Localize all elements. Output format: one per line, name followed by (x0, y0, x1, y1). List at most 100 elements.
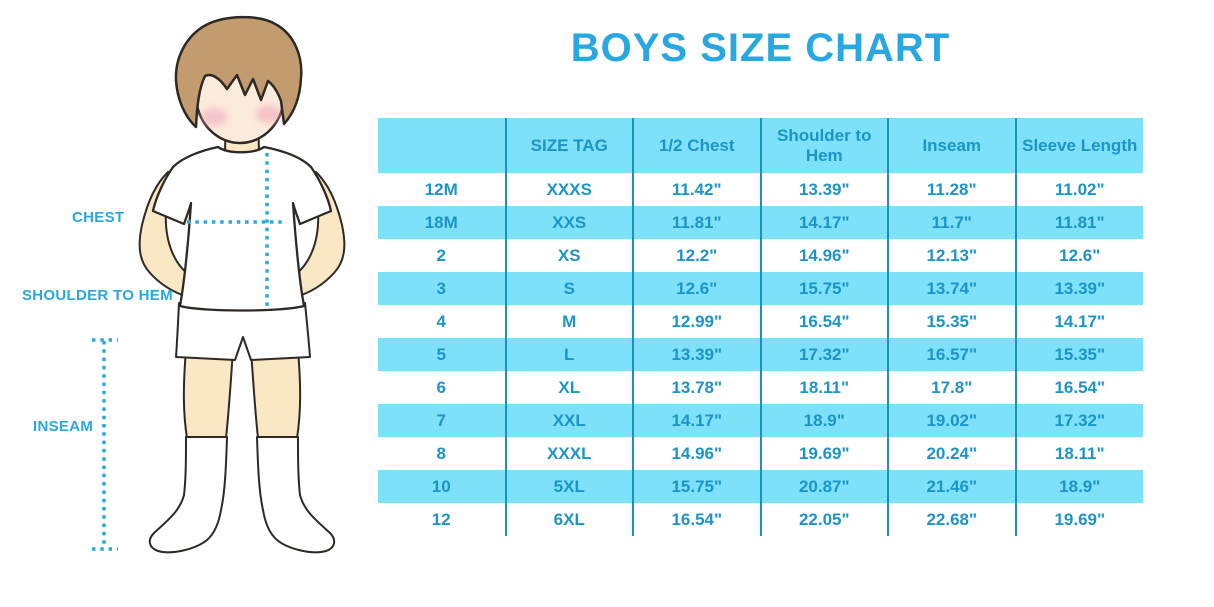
value-cell: 13.39" (632, 338, 761, 371)
boy-figure-drawing (92, 15, 346, 554)
table-row: 3 S 12.6" 15.75" 13.74" 13.39" (378, 272, 1143, 305)
value-cell: 12.6" (1014, 239, 1143, 272)
table-row: 5 L 13.39" 17.32" 16.57" 15.35" (378, 338, 1143, 371)
size-chart-table: SIZE TAG 1/2 Chest Shoulder to Hem Insea… (378, 118, 1143, 536)
value-cell: 11.42" (632, 173, 761, 206)
value-cell: 19.02" (887, 404, 1016, 437)
value-cell: 17.32" (759, 338, 888, 371)
inseam-label: INSEAM (33, 418, 94, 435)
shoulder-to-hem-label: SHOULDER TO HEM (22, 287, 173, 304)
size-cell: 10 (378, 470, 506, 503)
value-cell: 11.28" (887, 173, 1016, 206)
value-cell: 11.81" (632, 206, 761, 239)
value-cell: 17.32" (1014, 404, 1143, 437)
value-cell: 11.02" (1014, 173, 1143, 206)
value-cell: L (504, 338, 633, 371)
value-cell: XS (504, 239, 633, 272)
boy-blush-right (256, 105, 282, 123)
value-cell: 17.8" (887, 371, 1016, 404)
value-cell: 14.17" (632, 404, 761, 437)
size-cell: 5 (378, 338, 506, 371)
value-cell: 22.05" (759, 503, 888, 536)
size-cell: 12 (378, 503, 506, 536)
table-row: 18M XXS 11.81" 14.17" 11.7" 11.81" (378, 206, 1143, 239)
value-cell: 19.69" (759, 437, 888, 470)
value-cell: 18.11" (1014, 437, 1143, 470)
column-header-size (378, 118, 506, 173)
value-cell: 14.96" (632, 437, 761, 470)
size-cell: 8 (378, 437, 506, 470)
value-cell: 11.81" (1014, 206, 1143, 239)
value-cell: 16.54" (759, 305, 888, 338)
value-cell: 16.57" (887, 338, 1016, 371)
size-cell: 18M (378, 206, 506, 239)
table-row: 4 M 12.99" 16.54" 15.35" 14.17" (378, 305, 1143, 338)
value-cell: 12.6" (632, 272, 761, 305)
boy-leg-left (182, 349, 234, 439)
value-cell: 20.24" (887, 437, 1016, 470)
value-cell: M (504, 305, 633, 338)
chest-label: CHEST (72, 209, 125, 226)
value-cell: 18.9" (1014, 470, 1143, 503)
value-cell: XXL (504, 404, 633, 437)
table-row: 8 XXXL 14.96" 19.69" 20.24" 18.11" (378, 437, 1143, 470)
value-cell: 16.54" (1014, 371, 1143, 404)
value-cell: 20.87" (759, 470, 888, 503)
size-cell: 4 (378, 305, 506, 338)
page-title: BOYS SIZE CHART (570, 26, 951, 70)
value-cell: XXXL (504, 437, 633, 470)
value-cell: 14.96" (759, 239, 888, 272)
value-cell: XXXS (504, 173, 633, 206)
column-header-shoulder-to-hem: Shoulder to Hem (759, 118, 888, 173)
value-cell: 14.17" (1014, 305, 1143, 338)
value-cell: 15.35" (887, 305, 1016, 338)
boy-hair (174, 15, 303, 129)
value-cell: 18.11" (759, 371, 888, 404)
size-cell: 7 (378, 404, 506, 437)
table-row: 2 XS 12.2" 14.96" 12.13" 12.6" (378, 239, 1143, 272)
column-header-half-chest: 1/2 Chest (632, 118, 761, 173)
size-table-body: 12M XXXS 11.42" 13.39" 11.28" 11.02" 18M XXS 11.… (378, 173, 1143, 536)
boy-sock-left (148, 436, 228, 554)
value-cell: 13.74" (887, 272, 1016, 305)
boy-leg-right (250, 349, 302, 439)
value-cell: XL (504, 371, 633, 404)
column-header-size-tag: SIZE TAG (504, 118, 633, 173)
value-cell: 22.68" (887, 503, 1016, 536)
value-cell: 12.99" (632, 305, 761, 338)
boy-shorts (175, 302, 311, 361)
size-cell: 12M (378, 173, 506, 206)
value-cell: 11.7" (887, 206, 1016, 239)
size-cell: 6 (378, 371, 506, 404)
value-cell: 16.54" (632, 503, 761, 536)
size-table-header: SIZE TAG 1/2 Chest Shoulder to Hem Insea… (378, 118, 1143, 173)
value-cell: XXS (504, 206, 633, 239)
boy-blush-left (201, 108, 227, 126)
value-cell: S (504, 272, 633, 305)
boy-measurement-illustration: CHEST SHOULDER TO HEM INSEAM (0, 0, 380, 607)
value-cell: 15.35" (1014, 338, 1143, 371)
value-cell: 14.17" (759, 206, 888, 239)
value-cell: 19.69" (1014, 503, 1143, 536)
value-cell: 15.75" (632, 470, 761, 503)
header-row: SIZE TAG 1/2 Chest Shoulder to Hem Insea… (378, 118, 1143, 173)
value-cell: 13.39" (1014, 272, 1143, 305)
size-cell: 2 (378, 239, 506, 272)
value-cell: 5XL (504, 470, 633, 503)
value-cell: 12.13" (887, 239, 1016, 272)
table-row: 7 XXL 14.17" 18.9" 19.02" 17.32" (378, 404, 1143, 437)
boy-shirt (151, 145, 333, 312)
size-table-container: SIZE TAG 1/2 Chest Shoulder to Hem Insea… (378, 118, 1143, 536)
value-cell: 12.2" (632, 239, 761, 272)
table-row: 6 XL 13.78" 18.11" 17.8" 16.54" (378, 371, 1143, 404)
value-cell: 18.9" (759, 404, 888, 437)
value-cell: 13.78" (632, 371, 761, 404)
value-cell: 15.75" (759, 272, 888, 305)
inseam-measure-line (92, 338, 118, 551)
value-cell: 13.39" (759, 173, 888, 206)
table-row: 10 5XL 15.75" 20.87" 21.46" 18.9" (378, 470, 1143, 503)
table-row: 12M XXXS 11.42" 13.39" 11.28" 11.02" (378, 173, 1143, 206)
boy-sock-right (256, 436, 336, 554)
column-header-sleeve-length: Sleeve Length (1014, 118, 1143, 173)
